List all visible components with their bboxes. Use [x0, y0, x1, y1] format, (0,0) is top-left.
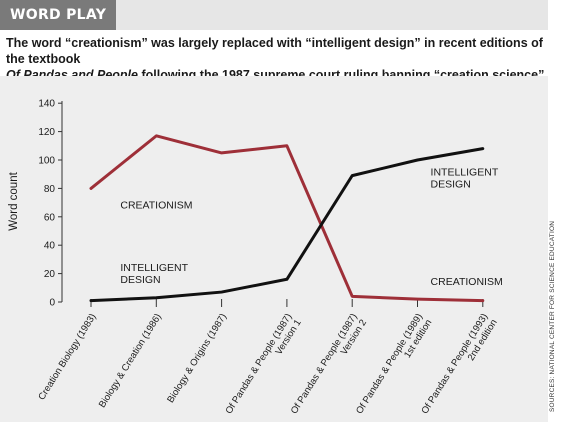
- y-tick-label: 60: [44, 212, 56, 223]
- x-tick-label-group: Biology & Creation (1986): [97, 312, 164, 410]
- series-line-creationism: [89, 134, 485, 303]
- series-label-intelligent-design: DESIGN: [120, 274, 160, 286]
- source-note: SOURCES: NATIONAL CENTER FOR SCIENCE EDU…: [549, 220, 556, 412]
- x-tick-label-group: Of Pandas & People (1993)2nd edition: [419, 312, 499, 416]
- x-tick-label: Biology & Origins (1987): [165, 312, 229, 405]
- y-tick-label: 40: [44, 241, 56, 252]
- y-tick-label: 100: [38, 156, 55, 167]
- y-tick-label: 80: [44, 184, 56, 195]
- series-label-intelligent-design: DESIGN: [431, 179, 471, 191]
- y-axis-label: Word count: [8, 171, 20, 230]
- series-label-creationism: CREATIONISM: [120, 199, 192, 211]
- x-tick-label: Of Pandas & People (1987): [224, 312, 295, 416]
- series-label-intelligent-design: INTELLIGENT: [431, 167, 499, 179]
- subtitle-part1: The word “creationism” was largely repla…: [6, 36, 543, 66]
- series-label-creationism: CREATIONISM: [431, 276, 503, 288]
- section-tag: WORD PLAY: [0, 0, 117, 30]
- y-tick-label: 20: [44, 269, 56, 280]
- header-bar: WORD PLAY: [0, 0, 548, 30]
- x-tick-label-group: Creation Biology (1983): [36, 312, 98, 402]
- line-chart: 0 20 40 60 80 100 120 140 Word count Creation Bio…: [8, 99, 503, 416]
- x-tick-label: Biology & Creation (1986): [97, 312, 164, 410]
- x-tick-label-group: Biology & Origins (1987): [165, 312, 229, 405]
- series-line-intelligent-design: [89, 147, 485, 303]
- x-tick-label: Creation Biology (1983): [36, 312, 98, 402]
- y-tick-label: 0: [49, 298, 55, 309]
- series-label-intelligent-design: INTELLIGENT: [120, 262, 188, 274]
- chart-panel: [0, 76, 548, 422]
- y-tick-label: 120: [38, 127, 55, 138]
- y-tick-label: 140: [38, 99, 55, 110]
